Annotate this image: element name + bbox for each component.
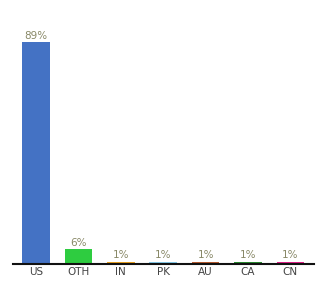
Text: 1%: 1% — [282, 250, 299, 260]
Bar — [22, 42, 50, 264]
Bar — [65, 249, 92, 264]
Text: 89%: 89% — [25, 31, 48, 41]
Bar — [107, 262, 135, 264]
Bar — [276, 262, 304, 264]
Text: 1%: 1% — [155, 250, 172, 260]
Bar — [192, 262, 219, 264]
Bar — [149, 262, 177, 264]
Text: 1%: 1% — [113, 250, 129, 260]
Text: 1%: 1% — [197, 250, 214, 260]
Bar — [234, 262, 262, 264]
Text: 1%: 1% — [240, 250, 256, 260]
Text: 6%: 6% — [70, 238, 87, 248]
